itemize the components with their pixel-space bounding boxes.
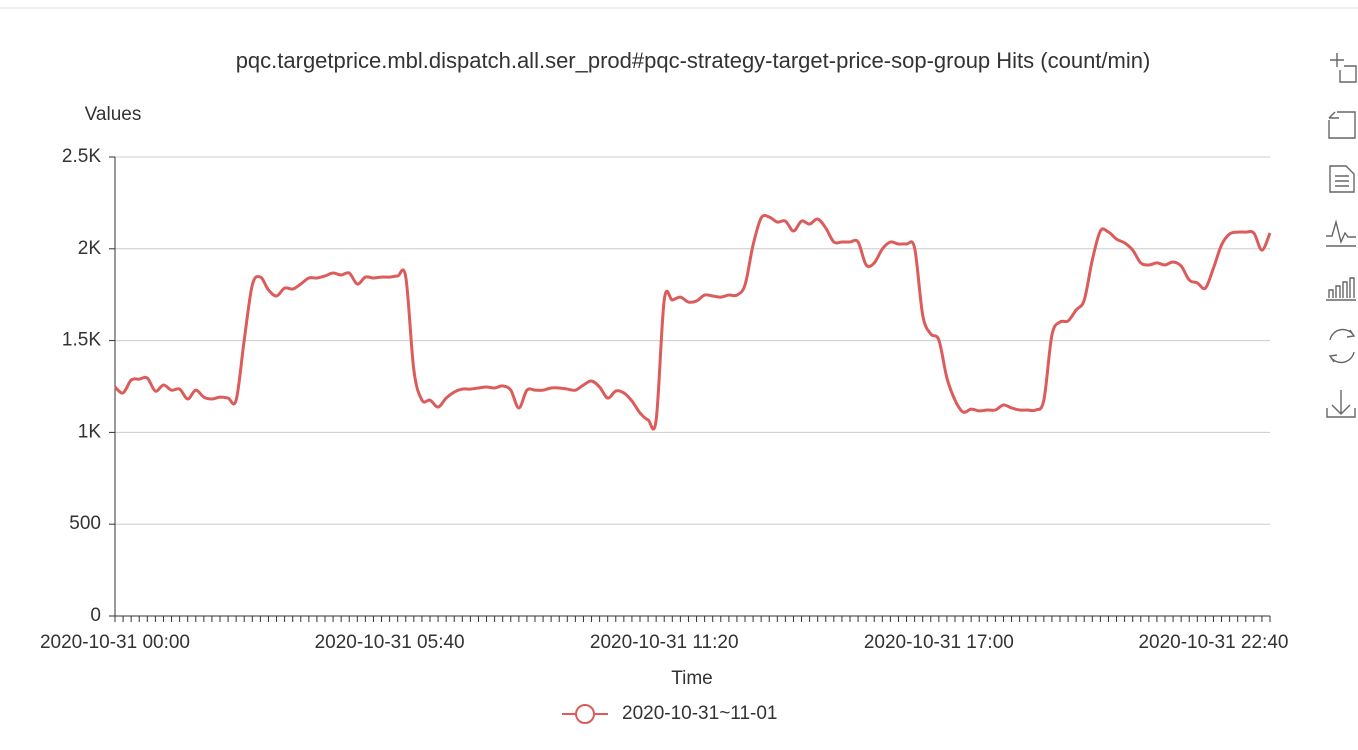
line-icon[interactable] (1326, 219, 1356, 247)
y-tick-label: 500 (69, 513, 101, 534)
legend-symbol[interactable] (575, 704, 595, 724)
chart-title: pqc.targetprice.mbl.dispatch.all.ser_pro… (236, 48, 1151, 73)
x-axis-title: Time (671, 668, 713, 689)
x-tick-label: 2020-10-31 17:00 (864, 632, 1014, 653)
y-axis-title: Values (85, 104, 142, 125)
x-tick-label: 2020-10-31 22:40 (1138, 632, 1288, 653)
x-tick-label: 2020-10-31 11:20 (590, 632, 739, 653)
legend-label[interactable]: 2020-10-31~11-01 (622, 703, 777, 724)
legend: 2020-10-31~11-01 (562, 703, 777, 724)
x-tick-label: 2020-10-31 00:00 (40, 632, 190, 653)
zoom-reset-icon[interactable] (1328, 111, 1356, 139)
data-view-icon[interactable] (1329, 165, 1355, 193)
y-tick-label: 2K (78, 238, 102, 259)
zoom-icon[interactable] (1330, 53, 1357, 83)
save-icon[interactable] (1326, 390, 1356, 418)
x-tick-label: 2020-10-31 05:40 (315, 632, 465, 653)
bar-icon[interactable] (1326, 277, 1356, 301)
y-tick-label: 1.5K (62, 330, 101, 351)
y-tick-label: 1K (78, 421, 102, 442)
restore-icon[interactable] (1328, 328, 1356, 364)
y-tick-label: 0 (90, 605, 101, 626)
y-tick-label: 2.5K (62, 146, 101, 167)
toolbox (1326, 53, 1357, 418)
series-line (113, 213, 1272, 431)
